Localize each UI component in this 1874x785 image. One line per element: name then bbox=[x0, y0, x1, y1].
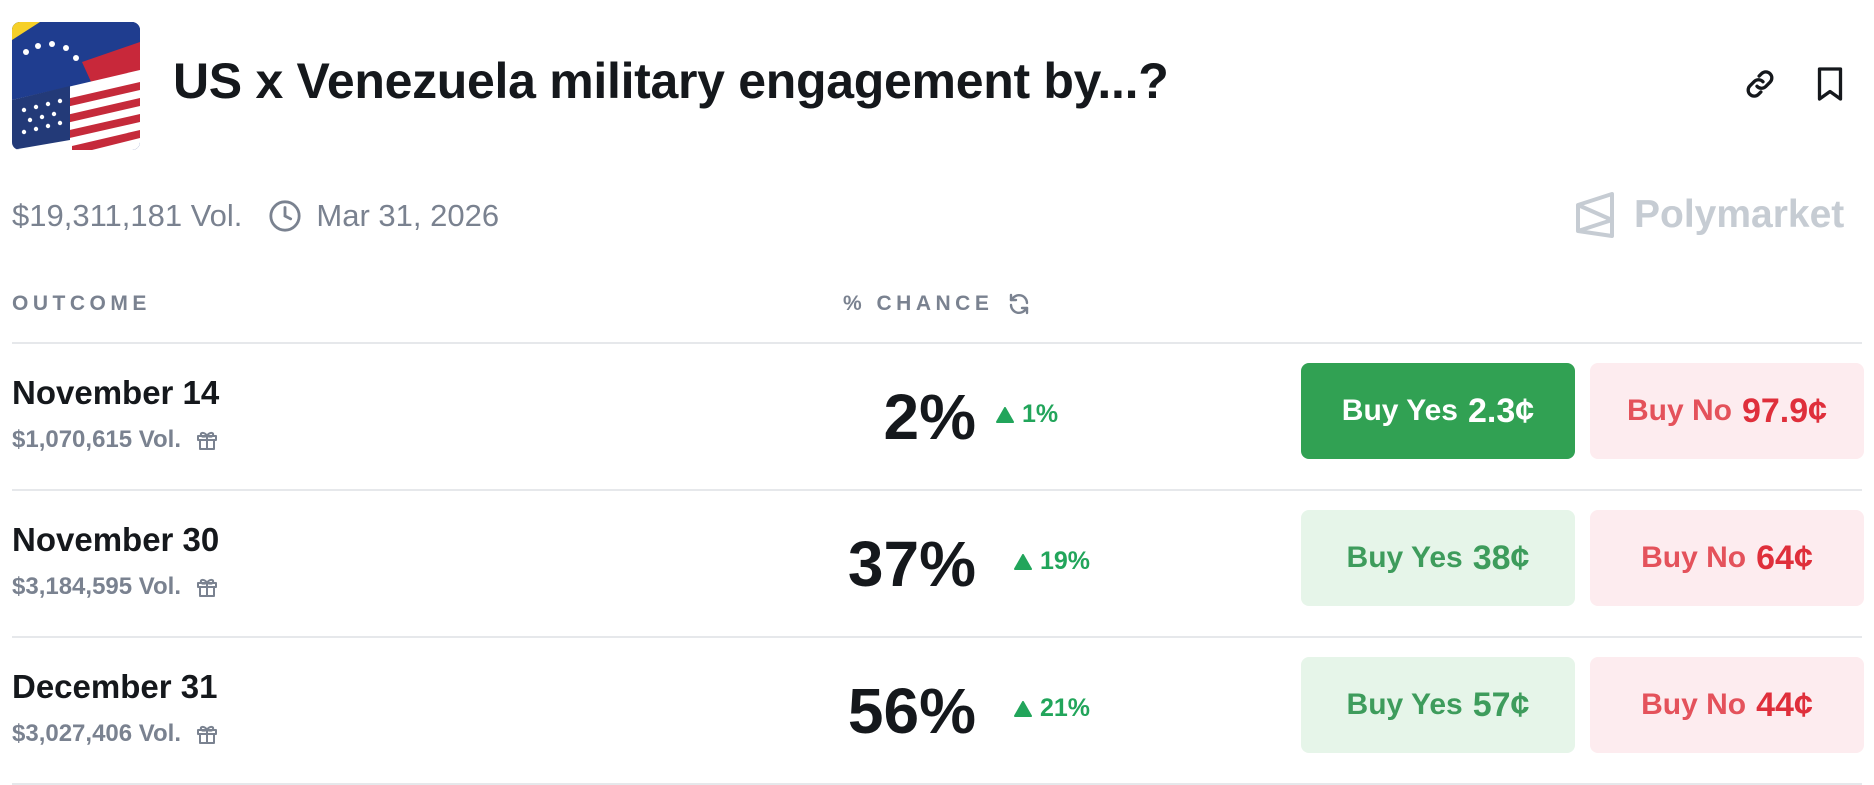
outcome-volume: $3,184,595 Vol. bbox=[12, 573, 219, 601]
market-meta: $19,311,181 Vol. Mar 31, 2026 bbox=[12, 194, 499, 238]
buy-no-button[interactable]: Buy No 97.9¢ bbox=[1590, 363, 1864, 459]
chance-change: 1% bbox=[996, 400, 1058, 429]
outcome-chance: 56% bbox=[847, 675, 976, 747]
column-header-chance: % CHANCE bbox=[843, 292, 1031, 316]
gift-icon[interactable] bbox=[195, 428, 219, 452]
buy-yes-button[interactable]: Buy Yes 38¢ bbox=[1301, 510, 1575, 606]
polymarket-brand: Polymarket bbox=[1574, 190, 1844, 240]
clock-icon bbox=[269, 200, 302, 232]
buy-yes-button[interactable]: Buy Yes 2.3¢ bbox=[1301, 363, 1575, 459]
flags-image bbox=[12, 22, 140, 150]
outcome-name: November 30 bbox=[12, 521, 220, 558]
outcome-row[interactable]: November 30 $3,184,595 Vol. 37% 19% Buy … bbox=[0, 490, 1874, 636]
column-header-outcome: OUTCOME bbox=[12, 292, 151, 315]
gift-icon[interactable] bbox=[195, 722, 219, 746]
bookmark-button[interactable] bbox=[1808, 62, 1852, 106]
triangle-up-icon bbox=[996, 406, 1014, 423]
chance-change: 19% bbox=[1014, 547, 1090, 576]
outcome-volume: $3,027,406 Vol. bbox=[12, 720, 219, 748]
outcome-chance: 2% bbox=[883, 381, 977, 453]
brand-name: Polymarket bbox=[1634, 193, 1845, 236]
outcome-name: December 31 bbox=[12, 668, 218, 705]
buy-no-button[interactable]: Buy No 64¢ bbox=[1590, 510, 1864, 606]
outcome-row[interactable]: December 31 $3,027,406 Vol. 56% 21% Buy … bbox=[0, 637, 1874, 783]
bookmark-icon bbox=[1817, 67, 1843, 101]
divider bbox=[12, 342, 1862, 344]
copy-link-button[interactable] bbox=[1738, 62, 1782, 106]
total-volume: $19,311,181 Vol. bbox=[12, 198, 243, 233]
market-title: US x Venezuela military engagement by...… bbox=[173, 53, 1169, 109]
market-thumbnail bbox=[12, 22, 140, 150]
end-date: Mar 31, 2026 bbox=[268, 198, 499, 234]
refresh-icon[interactable] bbox=[1007, 292, 1031, 316]
buy-no-button[interactable]: Buy No 44¢ bbox=[1590, 657, 1864, 753]
link-icon bbox=[1746, 70, 1774, 98]
triangle-up-icon bbox=[1014, 700, 1032, 717]
gift-icon[interactable] bbox=[195, 575, 219, 599]
triangle-up-icon bbox=[1014, 553, 1032, 570]
outcome-row[interactable]: November 14 $1,070,615 Vol. 2% 1% Buy Ye… bbox=[0, 343, 1874, 489]
outcome-name: November 14 bbox=[12, 374, 220, 411]
divider bbox=[12, 636, 1862, 638]
polymarket-logo-icon bbox=[1576, 192, 1614, 238]
chance-change: 21% bbox=[1014, 694, 1090, 723]
outcome-volume: $1,070,615 Vol. bbox=[12, 426, 219, 454]
end-date-label: Mar 31, 2026 bbox=[316, 198, 500, 233]
outcome-chance: 37% bbox=[847, 528, 976, 600]
buy-yes-button[interactable]: Buy Yes 57¢ bbox=[1301, 657, 1575, 753]
divider bbox=[12, 489, 1862, 491]
